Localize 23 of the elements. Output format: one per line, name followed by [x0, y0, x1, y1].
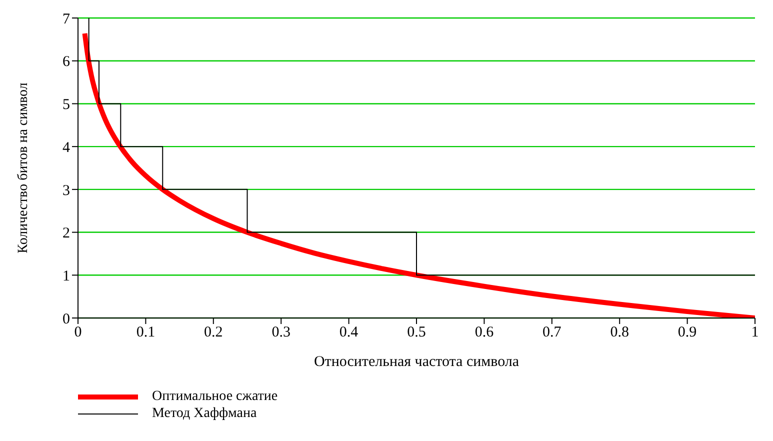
- x-tick-label: 0.8: [610, 324, 629, 341]
- y-axis-title: Количество битов на символ: [16, 82, 31, 254]
- legend-label: Оптимальное сжатие: [152, 388, 278, 404]
- y-tick-label: 2: [62, 226, 70, 242]
- x-axis-title: Относительная частота символа: [314, 354, 520, 370]
- legend-label: Метод Хаффмана: [152, 406, 257, 422]
- y-tick-label: 3: [62, 182, 70, 199]
- x-tick-label: 0.6: [474, 324, 494, 341]
- y-tick-label: 7: [62, 11, 70, 28]
- y-tick-label: 0: [62, 311, 70, 328]
- x-tick-label: 0.2: [204, 324, 223, 341]
- x-tick-label: 0.9: [678, 324, 697, 341]
- x-tick-label: 0.4: [339, 324, 359, 341]
- y-tick-label: 4: [62, 140, 70, 156]
- y-tick-label: 5: [62, 97, 70, 114]
- x-tick-label: 0.3: [272, 324, 290, 341]
- x-tick-label: 0.5: [407, 324, 426, 341]
- x-tick-label: 0: [74, 324, 82, 341]
- x-tick-label: 1: [751, 324, 759, 341]
- x-tick-label: 0.1: [136, 324, 156, 341]
- y-tick-label: 1: [62, 268, 70, 284]
- y-tick-label: 6: [62, 54, 70, 70]
- x-tick-label: 0.7: [542, 324, 562, 341]
